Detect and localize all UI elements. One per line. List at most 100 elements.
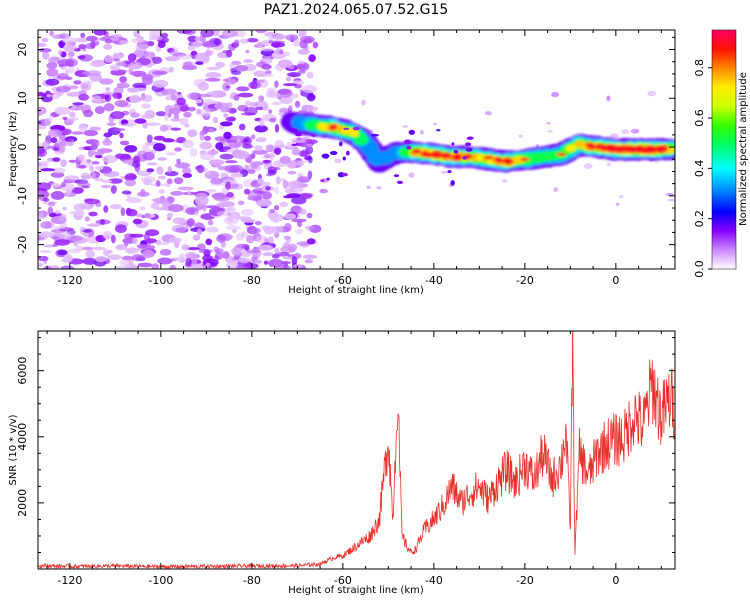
heatmap-noise-blob bbox=[224, 164, 240, 174]
heatmap-noise-blob bbox=[265, 144, 274, 153]
top-x-tick-label: -60 bbox=[334, 274, 352, 287]
heatmap-sparse-blob bbox=[547, 129, 553, 133]
heatmap-noise-blob bbox=[197, 82, 209, 91]
heatmap-noise-blob bbox=[283, 261, 288, 269]
ridge-blob bbox=[445, 153, 452, 158]
heatmap-noise-blob bbox=[38, 212, 44, 217]
ridge-scatter bbox=[338, 141, 343, 147]
heatmap-noise-blob bbox=[146, 162, 158, 166]
heatmap-noise-blob bbox=[78, 164, 87, 169]
heatmap-noise-blob bbox=[251, 149, 268, 155]
bottom-y-tick-label: 6000 bbox=[16, 357, 29, 385]
heatmap-noise-blob bbox=[48, 56, 61, 64]
heatmap-noise-blob bbox=[94, 154, 103, 159]
ridge-scatter bbox=[342, 172, 348, 177]
heatmap-noise-blob bbox=[281, 51, 291, 57]
heatmap-noise-blob bbox=[287, 181, 300, 189]
ridge-scatter bbox=[320, 179, 325, 182]
ridge-scatter bbox=[465, 147, 473, 152]
colorbar-tick-label: 0.4 bbox=[693, 160, 706, 178]
heatmap-noise-blob bbox=[38, 42, 47, 47]
heatmap-noise-blob bbox=[158, 189, 165, 194]
heatmap-noise-blob bbox=[279, 88, 293, 98]
heatmap-noise-blob bbox=[61, 231, 72, 240]
heatmap-noise-blob bbox=[68, 50, 75, 57]
heatmap-noise-blob bbox=[205, 72, 222, 79]
heatmap-sparse-blob bbox=[606, 162, 611, 167]
heatmap-noise-blob bbox=[304, 259, 314, 264]
heatmap-noise-blob bbox=[152, 56, 163, 64]
heatmap-noise-blob bbox=[99, 78, 114, 85]
heatmap-noise-blob bbox=[168, 204, 184, 213]
heatmap-noise-blob bbox=[153, 135, 166, 141]
heatmap-noise-blob bbox=[113, 128, 126, 132]
heatmap-noise-blob bbox=[189, 147, 198, 157]
snr-series-line bbox=[38, 331, 675, 569]
heatmap-noise-blob bbox=[52, 34, 66, 39]
heatmap-noise-blob bbox=[235, 265, 249, 269]
heatmap-noise-blob bbox=[312, 41, 319, 49]
heatmap-noise-blob bbox=[82, 80, 94, 85]
heatmap-noise-blob bbox=[112, 92, 122, 99]
figure-title: PAZ1.2024.065.07.52.G15 bbox=[264, 2, 449, 18]
heatmap-noise-blob bbox=[91, 171, 96, 180]
heatmap-noise-blob bbox=[270, 225, 284, 234]
heatmap-sparse-blob bbox=[583, 163, 593, 169]
heatmap-noise-blob bbox=[305, 225, 315, 231]
heatmap-noise-blob bbox=[292, 139, 307, 143]
heatmap-noise-blob bbox=[52, 167, 66, 174]
heatmap-noise-blob bbox=[254, 228, 261, 234]
heatmap-noise-blob bbox=[179, 105, 190, 112]
heatmap-noise-blob bbox=[108, 178, 123, 184]
heatmap-noise-blob bbox=[263, 260, 269, 265]
heatmap-noise-blob bbox=[174, 162, 191, 169]
heatmap-noise-blob bbox=[297, 70, 306, 74]
heatmap-noise-blob bbox=[164, 170, 179, 177]
heatmap-noise-blob bbox=[271, 101, 282, 106]
heatmap-noise-blob bbox=[284, 222, 292, 232]
heatmap-noise-blob bbox=[297, 176, 311, 183]
heatmap-noise-blob bbox=[157, 257, 173, 265]
heatmap-noise-blob bbox=[104, 55, 114, 63]
colorbar bbox=[712, 30, 736, 269]
heatmap-noise-blob bbox=[45, 78, 60, 86]
heatmap-noise-blob bbox=[72, 102, 84, 106]
heatmap-noise-blob bbox=[168, 237, 182, 244]
heatmap-noise-blob bbox=[283, 242, 290, 249]
heatmap-noise-blob bbox=[284, 213, 297, 220]
top-y-tick-label: -20 bbox=[16, 236, 29, 254]
heatmap-noise-blob bbox=[230, 135, 246, 141]
ridge-scatter bbox=[408, 129, 415, 135]
heatmap-noise-blob bbox=[168, 69, 174, 73]
heatmap-noise-blob bbox=[136, 243, 148, 249]
heatmap-noise-blob bbox=[154, 200, 170, 205]
heatmap-noise-blob bbox=[269, 152, 274, 161]
heatmap-noise-blob bbox=[129, 94, 141, 104]
heatmap-noise-blob bbox=[262, 252, 274, 257]
bottom-x-tick-label: -60 bbox=[334, 574, 352, 587]
heatmap-sparse-blob bbox=[361, 99, 366, 106]
heatmap-noise-blob bbox=[105, 87, 110, 92]
heatmap-noise-blob bbox=[274, 123, 280, 133]
heatmap-noise-blob bbox=[260, 181, 271, 187]
heatmap-noise-blob bbox=[256, 136, 267, 143]
heatmap-noise-blob bbox=[118, 40, 129, 45]
heatmap-noise-blob bbox=[231, 247, 242, 256]
heatmap-noise-blob bbox=[274, 205, 280, 211]
top-y-tick-label: 20 bbox=[16, 43, 29, 57]
heatmap-noise-blob bbox=[155, 180, 161, 187]
ridge-blob bbox=[567, 144, 577, 152]
heatmap-noise-blob bbox=[137, 191, 150, 197]
ridge-blob bbox=[436, 152, 444, 158]
heatmap-noise-blob bbox=[294, 228, 304, 234]
ridge-peak bbox=[519, 157, 530, 162]
top-x-tick-label: -20 bbox=[516, 274, 534, 287]
heatmap-noise-blob bbox=[287, 72, 301, 78]
top-x-tick-label: 0 bbox=[612, 274, 619, 287]
heatmap-noise-blob bbox=[308, 54, 316, 62]
heatmap-noise-blob bbox=[100, 179, 113, 184]
heatmap-noise-blob bbox=[44, 265, 52, 269]
heatmap-noise-blob bbox=[78, 93, 90, 101]
heatmap-noise-blob bbox=[51, 183, 61, 188]
bottom-x-tick-label: -100 bbox=[148, 574, 173, 587]
